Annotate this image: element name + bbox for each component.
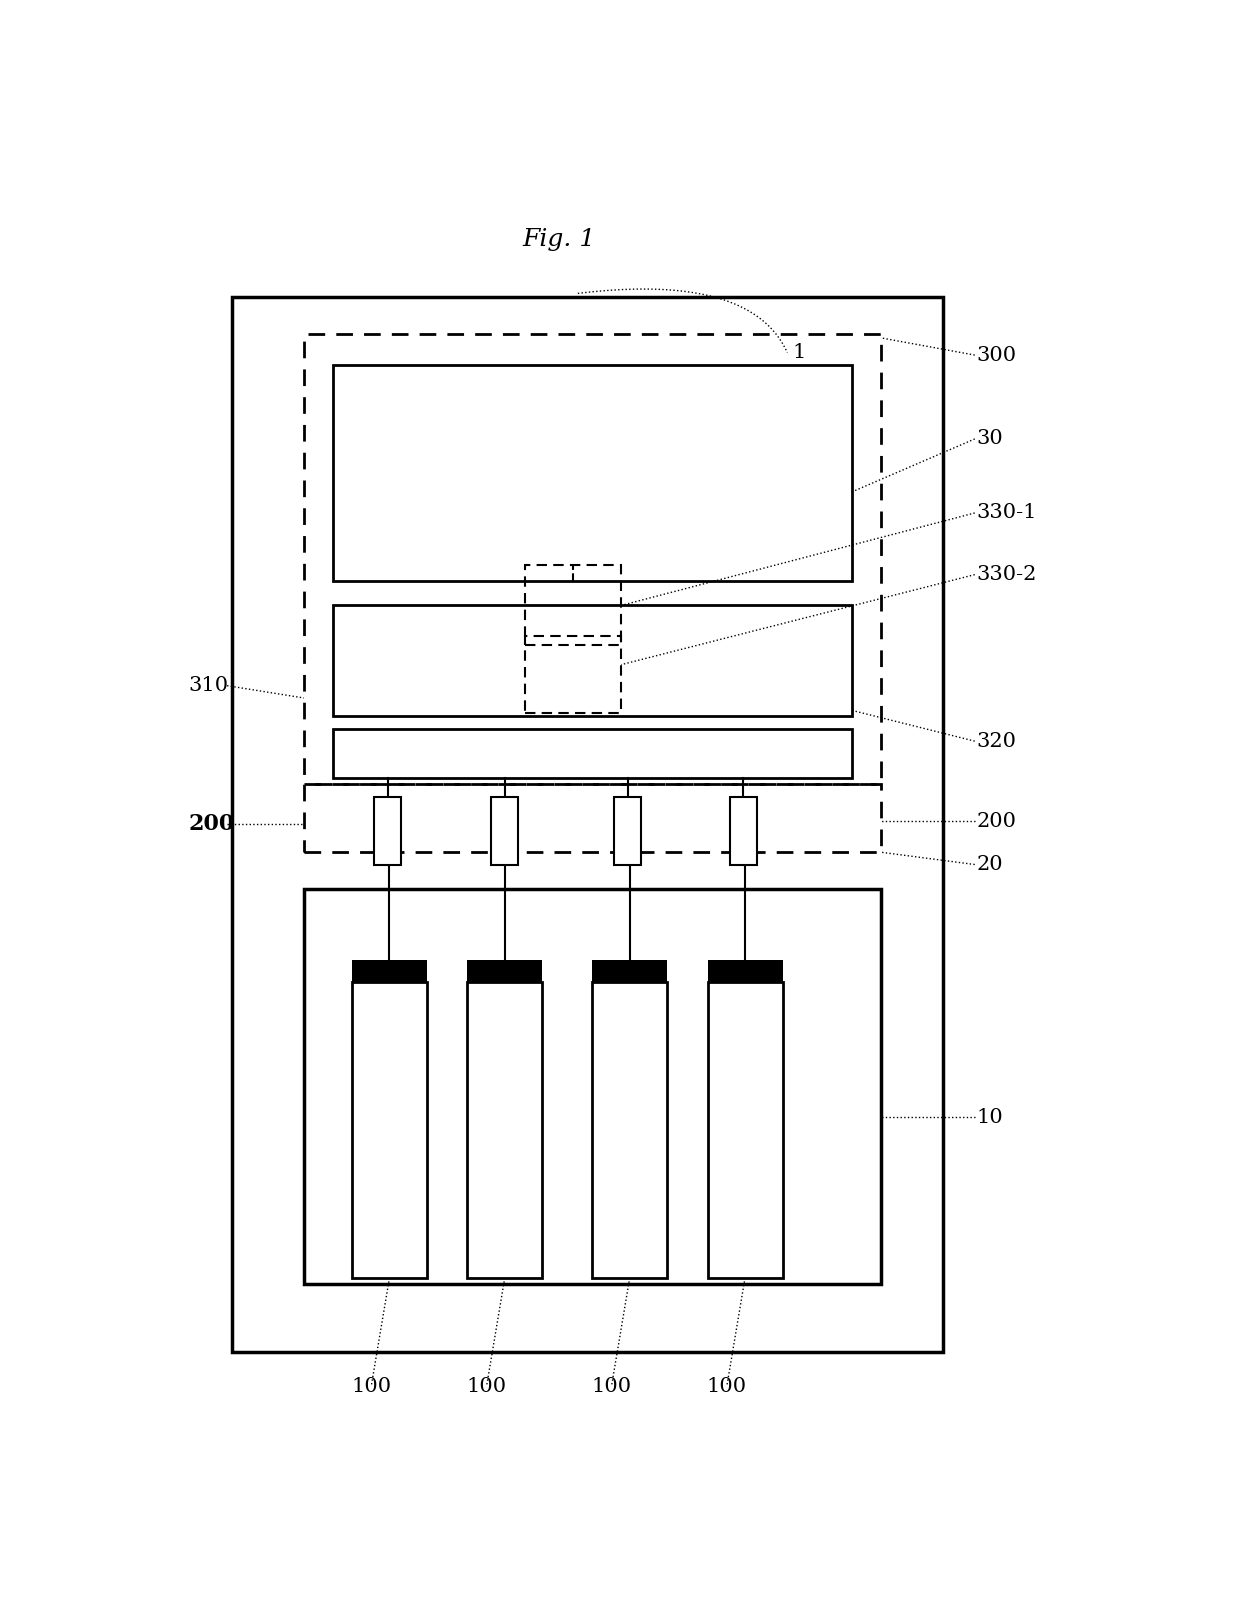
Bar <box>304 335 880 785</box>
Bar <box>525 636 621 713</box>
Text: 10: 10 <box>977 1109 1003 1126</box>
Text: 100: 100 <box>351 1376 392 1395</box>
Bar <box>467 982 542 1278</box>
Text: 100: 100 <box>591 1376 631 1395</box>
Bar <box>352 960 427 982</box>
Bar <box>614 796 641 865</box>
Bar <box>304 889 880 1283</box>
Text: 30: 30 <box>977 429 1003 449</box>
Bar <box>593 960 667 982</box>
Bar <box>352 982 427 1278</box>
Text: Fig. 1: Fig. 1 <box>522 227 595 250</box>
Bar <box>593 982 667 1278</box>
Bar <box>491 796 518 865</box>
Bar <box>304 785 880 852</box>
Text: 320: 320 <box>977 732 1017 751</box>
Bar <box>708 982 782 1278</box>
Text: 310: 310 <box>188 676 228 695</box>
Text: 200: 200 <box>188 812 234 835</box>
Text: 330-1: 330-1 <box>977 503 1037 522</box>
Text: 330-2: 330-2 <box>977 566 1037 585</box>
Bar <box>232 296 942 1352</box>
Text: 100: 100 <box>707 1376 746 1395</box>
Text: 300: 300 <box>977 346 1017 365</box>
Bar <box>708 960 782 982</box>
Bar <box>374 796 401 865</box>
Bar <box>332 606 852 716</box>
Text: 1: 1 <box>792 343 806 362</box>
Bar <box>729 796 756 865</box>
Bar <box>332 729 852 779</box>
Text: 100: 100 <box>466 1376 507 1395</box>
Bar <box>525 566 621 646</box>
Text: 200: 200 <box>977 812 1017 831</box>
Text: 20: 20 <box>977 855 1003 875</box>
Bar <box>467 960 542 982</box>
Bar <box>332 365 852 582</box>
